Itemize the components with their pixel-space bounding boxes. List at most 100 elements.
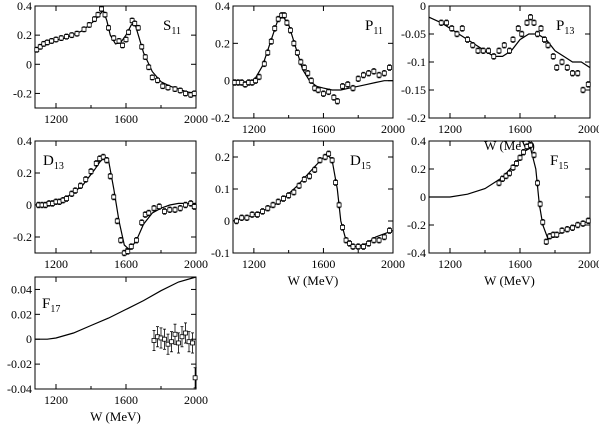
y-tick-label-d15: 0.1	[215, 182, 230, 196]
data-point-p11	[361, 71, 366, 79]
data-point-f17	[179, 326, 185, 348]
data-point-d13	[93, 160, 99, 167]
data-point-s11	[183, 90, 188, 97]
data-point-s11	[116, 38, 122, 44]
data-point-p11	[268, 38, 274, 45]
data-point-d13	[64, 195, 69, 202]
data-point-p13	[465, 36, 470, 43]
data-point-d15	[347, 240, 352, 247]
data-point-f15	[564, 225, 570, 233]
data-point-p13	[538, 25, 544, 32]
data-point-s11	[49, 38, 55, 44]
y-tick-label-f17: -0.02	[7, 357, 32, 371]
y-tick-label-p13: -0.15	[401, 83, 426, 97]
data-point-f15	[575, 221, 581, 229]
data-point-f15	[543, 238, 549, 246]
plot-frame-p11	[232, 5, 394, 119]
data-point-p13	[542, 36, 547, 43]
data-point-s11	[149, 74, 155, 81]
data-point-p13	[535, 30, 540, 38]
data-point-s11	[142, 54, 148, 60]
data-point-f17	[169, 331, 174, 353]
data-point-s11	[92, 16, 97, 23]
data-point-p11	[331, 94, 337, 101]
data-point-s11	[191, 90, 197, 97]
x-axis-title-f17: W (MeV)	[90, 409, 141, 424]
data-point-f17	[165, 333, 171, 355]
data-point-f17	[183, 322, 188, 344]
data-point-p13	[454, 30, 460, 38]
y-tick-label-p11: 0.4	[215, 0, 230, 13]
data-point-p11	[294, 49, 300, 56]
data-point-f15	[554, 231, 560, 239]
data-point-d15	[291, 188, 297, 196]
x-tick-label-d13: 1600	[114, 257, 138, 271]
plot-frame-d13	[34, 140, 197, 254]
data-point-p11	[308, 77, 314, 84]
y-tick-label-p13: -0.2	[407, 111, 426, 125]
data-point-p11	[281, 12, 287, 19]
data-point-d13	[78, 182, 83, 190]
data-point-f17	[192, 367, 198, 389]
data-point-f17	[172, 323, 178, 345]
data-point-p11	[301, 64, 307, 71]
data-point-p13	[554, 64, 560, 71]
data-point-p11	[284, 19, 290, 27]
data-point-p11	[265, 49, 271, 56]
x-tick-label-f15: 1200	[438, 257, 462, 271]
y-tick-label-p13: -0.05	[401, 27, 426, 41]
data-point-d15	[249, 211, 255, 218]
data-point-p11	[376, 71, 382, 79]
data-point-p13	[496, 47, 502, 54]
data-point-s11	[123, 36, 129, 43]
data-point-p11	[334, 98, 340, 105]
fit-curve-p13	[428, 16, 591, 69]
data-point-s11	[86, 21, 92, 28]
y-tick-label-s11: 0.2	[17, 28, 32, 42]
data-point-d13	[156, 203, 162, 210]
data-point-p11	[253, 77, 259, 84]
panel-label-letter-s11: S	[163, 18, 171, 34]
data-point-s11	[58, 35, 64, 42]
data-point-d13	[88, 168, 94, 175]
plot-frame-f17	[34, 276, 197, 390]
data-point-d13	[72, 187, 78, 194]
y-tick-label-d15: 0	[224, 214, 230, 228]
panel-s11: 1200 1600 2000 -0.2 0 0.2 0.4 S11	[13, 0, 208, 126]
panel-label-sub-p13: 13	[564, 26, 574, 37]
x-tick-label-s11: 1200	[44, 112, 68, 126]
panel-p11: 1200 1600 2000 -0.2 0 0.2 0.4 P11	[211, 0, 405, 136]
data-point-p11	[371, 68, 377, 75]
data-point-d13	[172, 206, 178, 214]
y-tick-label-d13: 0	[26, 198, 32, 212]
data-point-d13	[104, 156, 110, 164]
data-point-s11	[53, 36, 59, 43]
data-point-d13	[177, 204, 183, 212]
data-point-d13	[46, 200, 52, 207]
data-point-f15	[537, 200, 543, 208]
data-point-s11	[95, 11, 101, 18]
data-point-d13	[83, 176, 89, 183]
x-tick-label-f17: 1600	[114, 393, 138, 407]
panel-label-f15: F15	[550, 153, 568, 172]
y-tick-label-f15: -0.4	[407, 246, 426, 260]
x-tick-label-f17: 2000	[184, 393, 208, 407]
data-point-s11	[132, 20, 138, 27]
data-point-p11	[305, 70, 311, 77]
data-point-d13	[134, 236, 139, 244]
data-point-p11	[275, 15, 281, 23]
x-tick-label-s11: 2000	[184, 112, 208, 126]
data-point-p13	[501, 42, 507, 49]
data-point-d15	[376, 236, 382, 244]
x-tick-label-s11: 1600	[114, 112, 138, 126]
data-point-f15	[514, 160, 519, 167]
data-point-d15	[270, 201, 276, 209]
data-point-p11	[381, 70, 387, 77]
data-point-p11	[291, 40, 297, 47]
data-point-s11	[135, 24, 141, 31]
data-point-d15	[265, 204, 271, 212]
x-tick-label-f17: 1200	[44, 393, 68, 407]
data-point-s11	[111, 35, 117, 42]
